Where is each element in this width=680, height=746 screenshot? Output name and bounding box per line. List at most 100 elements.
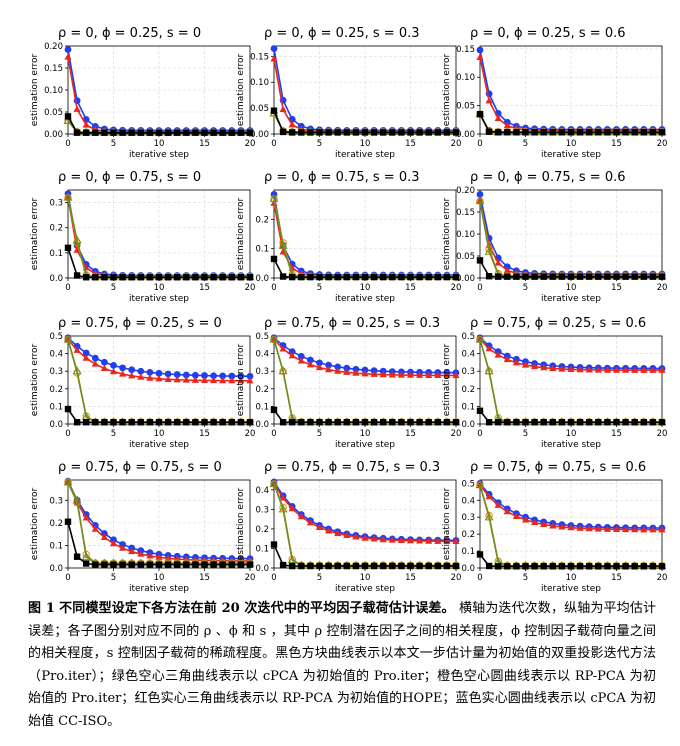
y-axis-label: estimation error xyxy=(442,197,452,270)
y-axis-label: estimation error xyxy=(442,53,452,126)
point-black xyxy=(380,562,387,570)
line-chart: 0.0 0.1 0.2 0.3 0.4 0.5 0 5 10 15 20 iterative step… xyxy=(442,479,667,594)
point-green xyxy=(63,477,73,486)
x-axis-label: iterative step xyxy=(541,150,601,160)
point-black xyxy=(398,129,405,136)
y-tick-label: 0.4 xyxy=(461,496,475,506)
point-red xyxy=(352,369,360,376)
point-red xyxy=(540,520,548,528)
point-black xyxy=(192,274,199,281)
point-black xyxy=(228,419,235,426)
point-black xyxy=(137,274,144,281)
point-black xyxy=(137,561,144,568)
x-tick-label: 20 xyxy=(657,429,668,439)
point-red xyxy=(476,481,484,488)
point-black xyxy=(137,129,144,136)
x-axis-label: iterative step xyxy=(129,294,189,304)
point-black xyxy=(183,419,190,426)
point-black xyxy=(485,419,493,426)
point-black xyxy=(658,273,666,280)
line-chart: 0.0 0.1 0.2 0.3 0.4 0.5 0 5 10 15 20 iterative step… xyxy=(236,332,461,450)
point-red xyxy=(416,371,424,378)
chart-title: ρ = 0, ϕ = 0.25, s = 0 xyxy=(58,26,202,41)
y-tick-label: 0.2 xyxy=(461,530,475,540)
point-red xyxy=(210,376,218,384)
point-black xyxy=(334,419,341,426)
x-tick-label: 10 xyxy=(154,139,165,149)
point-red xyxy=(397,371,405,378)
y-axis-label: estimation error xyxy=(30,197,40,270)
y-tick-label: 0.5 xyxy=(49,332,63,342)
point-black xyxy=(325,562,332,570)
x-tick-label: 10 xyxy=(566,139,577,149)
point-black xyxy=(576,129,584,136)
x-tick-label: 0 xyxy=(271,573,276,583)
series-black xyxy=(270,541,460,570)
point-black xyxy=(531,273,538,280)
point-red xyxy=(658,366,666,373)
point-red xyxy=(494,114,502,122)
x-tick-label: 5 xyxy=(317,139,322,149)
point-red xyxy=(146,374,154,381)
point-red xyxy=(612,525,621,533)
point-black xyxy=(246,561,254,568)
x-axis-label: iterative step xyxy=(541,584,601,594)
line-chart: 0.0 0.1 0.2 0.3 0.4 0 5 10 15 20 iterative step est… xyxy=(236,478,461,594)
point-black xyxy=(192,561,199,568)
point-red xyxy=(119,370,127,377)
point-black xyxy=(119,561,126,568)
point-black xyxy=(389,419,396,426)
point-red xyxy=(594,366,602,373)
point-black xyxy=(658,419,666,426)
point-black xyxy=(270,541,278,548)
point-blue xyxy=(246,372,254,380)
point-black xyxy=(174,419,181,426)
point-black xyxy=(298,129,305,136)
chart-panel: ρ = 0.75, ϕ = 0.25, s = 0.3 0.0 0.1 0.2 0.3 0… xyxy=(234,310,461,460)
point-black xyxy=(146,129,154,136)
point-blue xyxy=(101,358,108,366)
chart-title: ρ = 0.75, ϕ = 0.75, s = 0.3 xyxy=(264,460,441,475)
point-black xyxy=(110,419,117,426)
point-black xyxy=(476,110,484,118)
point-black xyxy=(183,561,190,568)
point-red xyxy=(658,526,666,533)
y-tick-label: 0.4 xyxy=(255,486,269,496)
point-green xyxy=(484,246,494,255)
point-green xyxy=(269,479,279,488)
point-blue xyxy=(270,45,278,52)
point-black xyxy=(613,273,620,280)
point-black xyxy=(73,129,81,136)
plot-frame xyxy=(67,189,251,279)
point-black xyxy=(316,129,323,136)
chart-title: ρ = 0, ϕ = 0.25, s = 0.3 xyxy=(264,26,420,41)
point-black xyxy=(307,129,314,136)
point-black xyxy=(270,406,278,414)
y-tick-label: 0.2 xyxy=(255,525,269,535)
point-red xyxy=(288,121,296,128)
line-chart: 0.0 0.1 0.2 0.3 0 5 10 15 20 iterative step estima… xyxy=(30,477,255,594)
x-tick-label: 5 xyxy=(523,283,528,293)
point-black xyxy=(192,129,199,136)
point-blue xyxy=(91,354,99,362)
point-green xyxy=(475,196,485,205)
x-tick-label: 15 xyxy=(405,139,416,149)
point-green xyxy=(81,551,91,560)
x-tick-label: 0 xyxy=(477,429,482,439)
point-red xyxy=(352,533,360,540)
plot-frame xyxy=(273,479,457,569)
point-red xyxy=(485,241,493,248)
point-red xyxy=(622,366,630,373)
x-axis-label: iterative step xyxy=(335,440,395,450)
figure-caption: 图 1 不同模型设定下各方法在前 20 次迭代中的平均因子载荷估计误差。 横轴为… xyxy=(28,598,656,733)
y-tick-label: 0.0 xyxy=(255,564,269,574)
y-tick-label: 0.1 xyxy=(255,402,269,412)
y-axis-label: estimation error xyxy=(30,53,40,126)
point-red xyxy=(640,366,648,373)
point-black xyxy=(228,561,235,568)
point-green xyxy=(484,366,494,375)
chart-panel: ρ = 0, ϕ = 0.75, s = 0 0.0 0.1 0.2 0.3 0 5 10 15… xyxy=(28,164,255,314)
point-black xyxy=(443,129,451,136)
point-black xyxy=(128,419,135,426)
point-black xyxy=(279,273,287,280)
